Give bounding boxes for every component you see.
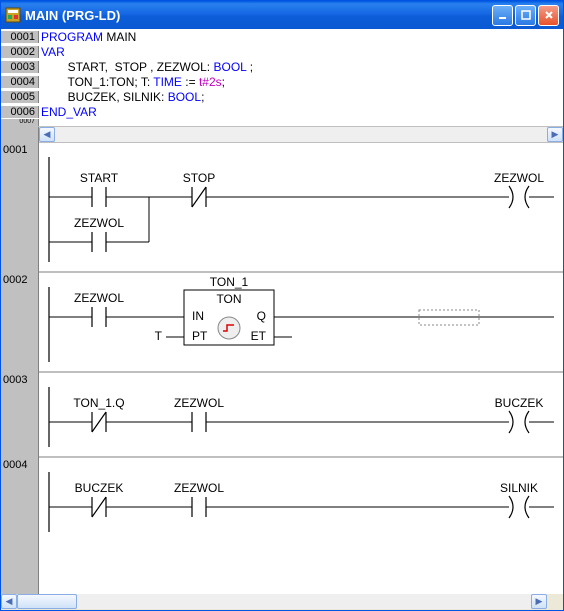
- line-code[interactable]: PROGRAM MAIN: [39, 30, 136, 44]
- network-number: 0004: [1, 457, 38, 542]
- network-number: 0003: [1, 372, 38, 457]
- ladder-canvas[interactable]: START STOP ZEZWOL ZEZWOL ZEZWOL TON_1 TON IN Q PT…: [39, 142, 563, 544]
- svg-text:T: T: [155, 329, 163, 343]
- window-title: MAIN (PRG-LD): [25, 8, 492, 23]
- decl-line[interactable]: 0002VAR: [1, 44, 563, 59]
- line-code[interactable]: END_VAR: [39, 105, 97, 119]
- minimize-button[interactable]: [492, 5, 513, 26]
- scroll-left-button-bottom[interactable]: ◀: [1, 594, 17, 609]
- svg-text:SILNIK: SILNIK: [500, 481, 538, 495]
- svg-text:TON: TON: [216, 292, 241, 306]
- bottom-scrollbar: ◀ ▶: [1, 594, 563, 610]
- svg-text:ZEZWOL: ZEZWOL: [174, 396, 224, 410]
- line-number: 0005: [1, 91, 39, 103]
- scroll-corner: [547, 594, 563, 609]
- scroll-thumb[interactable]: [17, 594, 77, 609]
- network-number: 0001: [1, 142, 38, 272]
- decl-line[interactable]: 0007: [1, 119, 563, 126]
- line-number: 0006: [1, 106, 39, 118]
- scroll-track[interactable]: [55, 127, 547, 142]
- close-button[interactable]: [538, 5, 559, 26]
- scroll-right-button[interactable]: ▶: [547, 127, 563, 142]
- line-code[interactable]: VAR: [39, 45, 65, 59]
- svg-text:TON_1: TON_1: [210, 275, 249, 289]
- scroll-left-button[interactable]: ◀: [39, 127, 55, 142]
- main-window: MAIN (PRG-LD) 0001PROGRAM MAIN0002VAR000…: [0, 0, 564, 611]
- decl-line[interactable]: 0005 BUCZEK, SILNIK: BOOL;: [1, 89, 563, 104]
- svg-text:TON_1.Q: TON_1.Q: [73, 396, 124, 410]
- app-icon: [5, 7, 21, 23]
- decl-line[interactable]: 0001PROGRAM MAIN: [1, 29, 563, 44]
- line-code[interactable]: TON_1:TON; T: TIME := t#2s;: [39, 75, 225, 89]
- scroll-right-button-bottom[interactable]: ▶: [531, 594, 547, 609]
- network-number: 0002: [1, 272, 38, 372]
- svg-text:ZEZWOL: ZEZWOL: [494, 171, 544, 185]
- svg-text:ET: ET: [251, 329, 267, 343]
- svg-text:ZEZWOL: ZEZWOL: [74, 216, 124, 230]
- svg-text:ZEZWOL: ZEZWOL: [74, 291, 124, 305]
- line-code[interactable]: BUCZEK, SILNIK: BOOL;: [39, 90, 204, 104]
- line-number: 0003: [1, 61, 39, 73]
- svg-text:BUCZEK: BUCZEK: [75, 481, 124, 495]
- declaration-scrollbar: ◀ ▶: [1, 126, 563, 142]
- svg-text:BUCZEK: BUCZEK: [495, 396, 544, 410]
- scrollbar-spacer: [1, 127, 39, 142]
- line-number: 0001: [1, 31, 39, 43]
- decl-line[interactable]: 0004 TON_1:TON; T: TIME := t#2s;: [1, 74, 563, 89]
- svg-text:ZEZWOL: ZEZWOL: [174, 481, 224, 495]
- ladder-gutter: 0001000200030004: [1, 142, 39, 594]
- maximize-button[interactable]: [515, 5, 536, 26]
- line-number: 0002: [1, 46, 39, 58]
- svg-text:IN: IN: [192, 309, 204, 323]
- ladder-body[interactable]: START STOP ZEZWOL ZEZWOL ZEZWOL TON_1 TON IN Q PT…: [39, 142, 563, 594]
- line-number: 0007: [1, 119, 39, 126]
- decl-line[interactable]: 0006END_VAR: [1, 104, 563, 119]
- svg-text:START: START: [80, 171, 119, 185]
- window-controls: [492, 5, 559, 26]
- titlebar[interactable]: MAIN (PRG-LD): [1, 1, 563, 29]
- ladder-editor[interactable]: 0001000200030004 START STOP ZEZWOL ZEZWOL ZE…: [1, 142, 563, 594]
- line-code[interactable]: START, STOP , ZEZWOL: BOOL ;: [39, 60, 253, 74]
- scroll-track-bottom[interactable]: [77, 594, 531, 609]
- declaration-editor[interactable]: 0001PROGRAM MAIN0002VAR0003 START, STOP …: [1, 29, 563, 126]
- svg-text:Q: Q: [257, 309, 266, 323]
- svg-text:PT: PT: [192, 329, 208, 343]
- svg-text:STOP: STOP: [183, 171, 215, 185]
- line-number: 0004: [1, 76, 39, 88]
- decl-line[interactable]: 0003 START, STOP , ZEZWOL: BOOL ;: [1, 59, 563, 74]
